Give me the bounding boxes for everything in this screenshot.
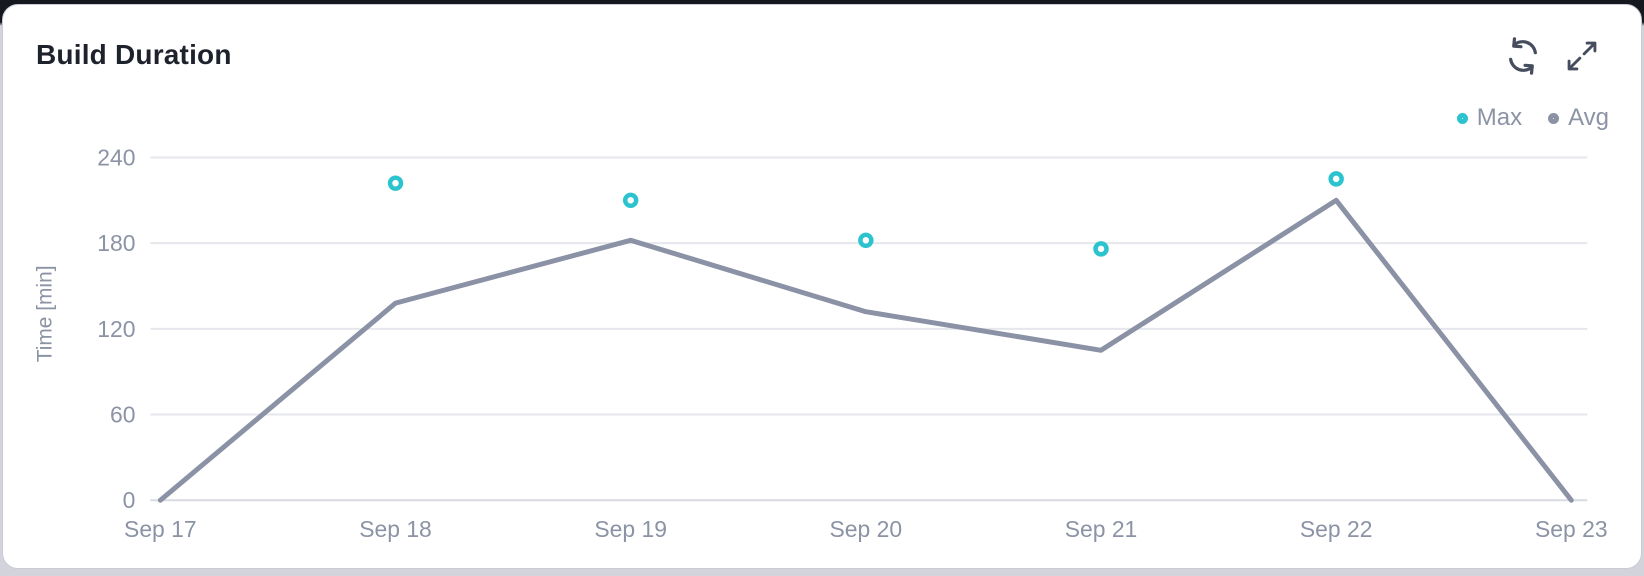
x-axis-tick-label: Sep 18 bbox=[359, 516, 432, 542]
refresh-icon bbox=[1504, 36, 1542, 78]
legend-label-max: Max bbox=[1476, 104, 1523, 131]
avg-line bbox=[157, 197, 1574, 503]
legend-item-avg[interactable]: Avg bbox=[1548, 104, 1609, 132]
legend-label-avg: Avg bbox=[1568, 104, 1609, 131]
y-axis-tick-label: 60 bbox=[110, 402, 135, 428]
max-point bbox=[1328, 171, 1344, 187]
max-point bbox=[1093, 241, 1109, 257]
y-axis-tick-label: 0 bbox=[123, 487, 136, 513]
max-point bbox=[858, 232, 874, 249]
x-axis-tick-label: Sep 22 bbox=[1300, 516, 1373, 542]
y-axis-tick-label: 180 bbox=[97, 230, 135, 256]
x-axis-tick-label: Sep 21 bbox=[1065, 516, 1138, 542]
chart-toolbar bbox=[1504, 36, 1601, 78]
avg-series-marker-icon bbox=[1548, 112, 1560, 124]
refresh-button[interactable] bbox=[1504, 36, 1542, 78]
x-axis-tick-label: Sep 19 bbox=[594, 516, 667, 542]
build-duration-chart: 0 60 120 180 240 Sep 17 Sep 18 Sep 19 Sep 20 Sep … bbox=[34, 144, 1608, 542]
y-axis-title: Time [min] bbox=[34, 266, 57, 363]
build-duration-card: Build Duration bbox=[2, 4, 1642, 569]
expand-icon bbox=[1565, 39, 1599, 76]
y-axis-tick-label: 120 bbox=[97, 316, 135, 342]
max-point bbox=[622, 192, 639, 209]
max-series-marker-icon bbox=[1456, 112, 1468, 124]
page-title: Build Duration bbox=[36, 39, 232, 70]
max-point bbox=[387, 175, 404, 191]
x-axis-tick-label: Sep 23 bbox=[1535, 516, 1608, 542]
legend-item-max[interactable]: Max bbox=[1456, 104, 1523, 132]
expand-button[interactable] bbox=[1563, 38, 1601, 76]
x-axis-tick-label: Sep 17 bbox=[124, 516, 197, 542]
x-axis-tick-label: Sep 20 bbox=[830, 516, 903, 542]
chart-legend: Max Avg bbox=[1456, 104, 1609, 132]
y-axis-tick-label: 240 bbox=[97, 144, 135, 170]
